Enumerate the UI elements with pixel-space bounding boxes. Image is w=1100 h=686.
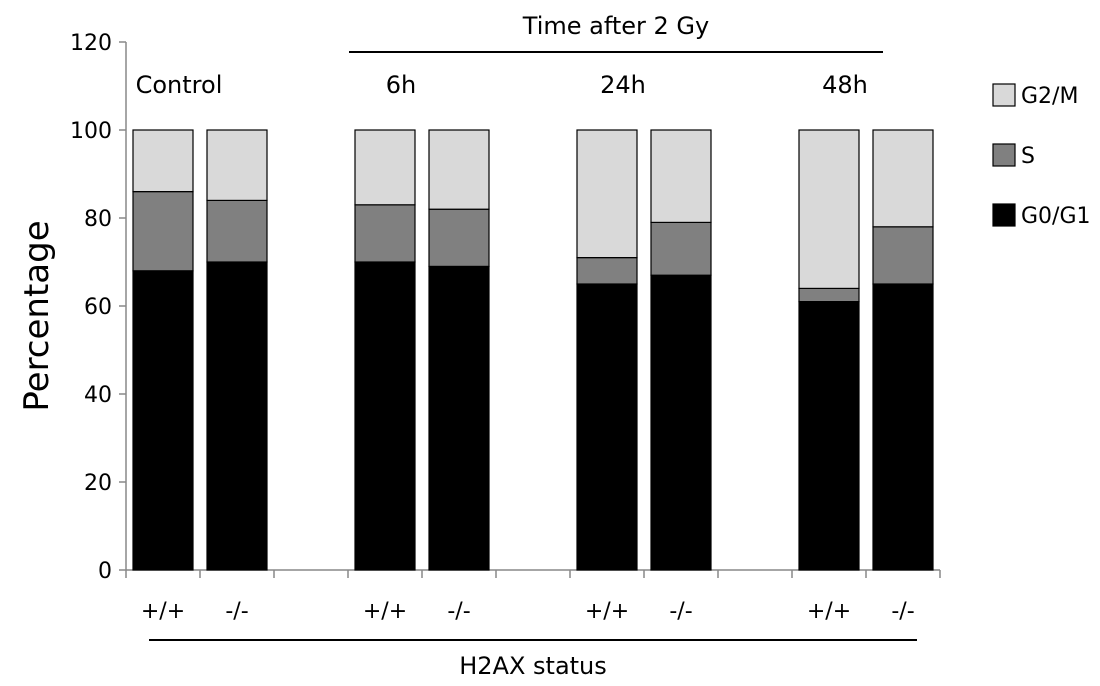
bar-segment-g0-g1 [650,274,712,571]
y-tick-label: 20 [84,471,112,496]
bar-segment-g2-m [872,129,934,228]
bar-segment-g0-g1 [872,283,934,571]
legend-swatch [992,203,1016,227]
y-tick-label: 80 [84,207,112,232]
footer-annotation: H2AX status [459,652,607,680]
legend-label: G0/G1 [1021,204,1091,229]
genotype-label: +/+ [363,599,407,624]
bar-segment-s [650,221,712,276]
bar-segment-g0-g1 [428,265,490,571]
genotype-label: -/- [447,599,470,624]
y-tick-label: 0 [98,559,112,584]
group-label: Control [136,71,223,99]
genotype-label: +/+ [141,599,185,624]
legend-swatch [992,143,1016,167]
labels-layer: Percentage +/+ -/- +/+ -/- +/+ -/- +/+ -/- Contro… [17,12,917,680]
legend-layer: G2/M S G0/G1 [992,83,1091,229]
bar-segment-g2-m [650,129,712,224]
bar-segment-s [354,204,416,263]
legend-label: G2/M [1021,84,1078,109]
bar-segment-g0-g1 [354,261,416,571]
y-tick-label: 120 [70,31,112,56]
bar-segment-s [872,226,934,285]
header-annotation: Time after 2 Gy [522,12,709,40]
bar-segment-g0-g1 [798,301,860,571]
y-tick-label: 60 [84,295,112,320]
legend-label: S [1021,144,1035,169]
genotype-label: -/- [225,599,248,624]
genotype-label: +/+ [585,599,629,624]
y-tick-label: 100 [70,119,112,144]
bar-segment-g2-m [798,129,860,289]
bar-segment-s [576,257,638,285]
bar-segment-g2-m [206,129,268,202]
bar-segment-g0-g1 [206,261,268,571]
bar-segment-g2-m [354,129,416,206]
bar-segment-g0-g1 [132,270,194,571]
bar-segment-g2-m [576,129,638,259]
bar-segment-s [798,287,860,303]
group-label: 6h [386,71,416,99]
bar-segment-g0-g1 [576,283,638,571]
y-axis-label: Percentage [17,220,57,411]
group-label: 48h [822,71,868,99]
group-label: 24h [600,71,646,99]
legend-swatch [992,83,1016,107]
bar-segment-s [132,191,194,272]
genotype-label: +/+ [807,599,851,624]
bar-segment-g2-m [428,129,490,210]
genotype-label: -/- [669,599,692,624]
bar-segment-s [428,208,490,267]
y-tick-label: 40 [84,383,112,408]
genotype-label: -/- [891,599,914,624]
bar-segment-s [206,199,268,263]
axes-layer: 0 20 40 60 80 100 120 [70,31,941,584]
bar-segment-g2-m [132,129,194,193]
bars-layer [132,129,934,571]
